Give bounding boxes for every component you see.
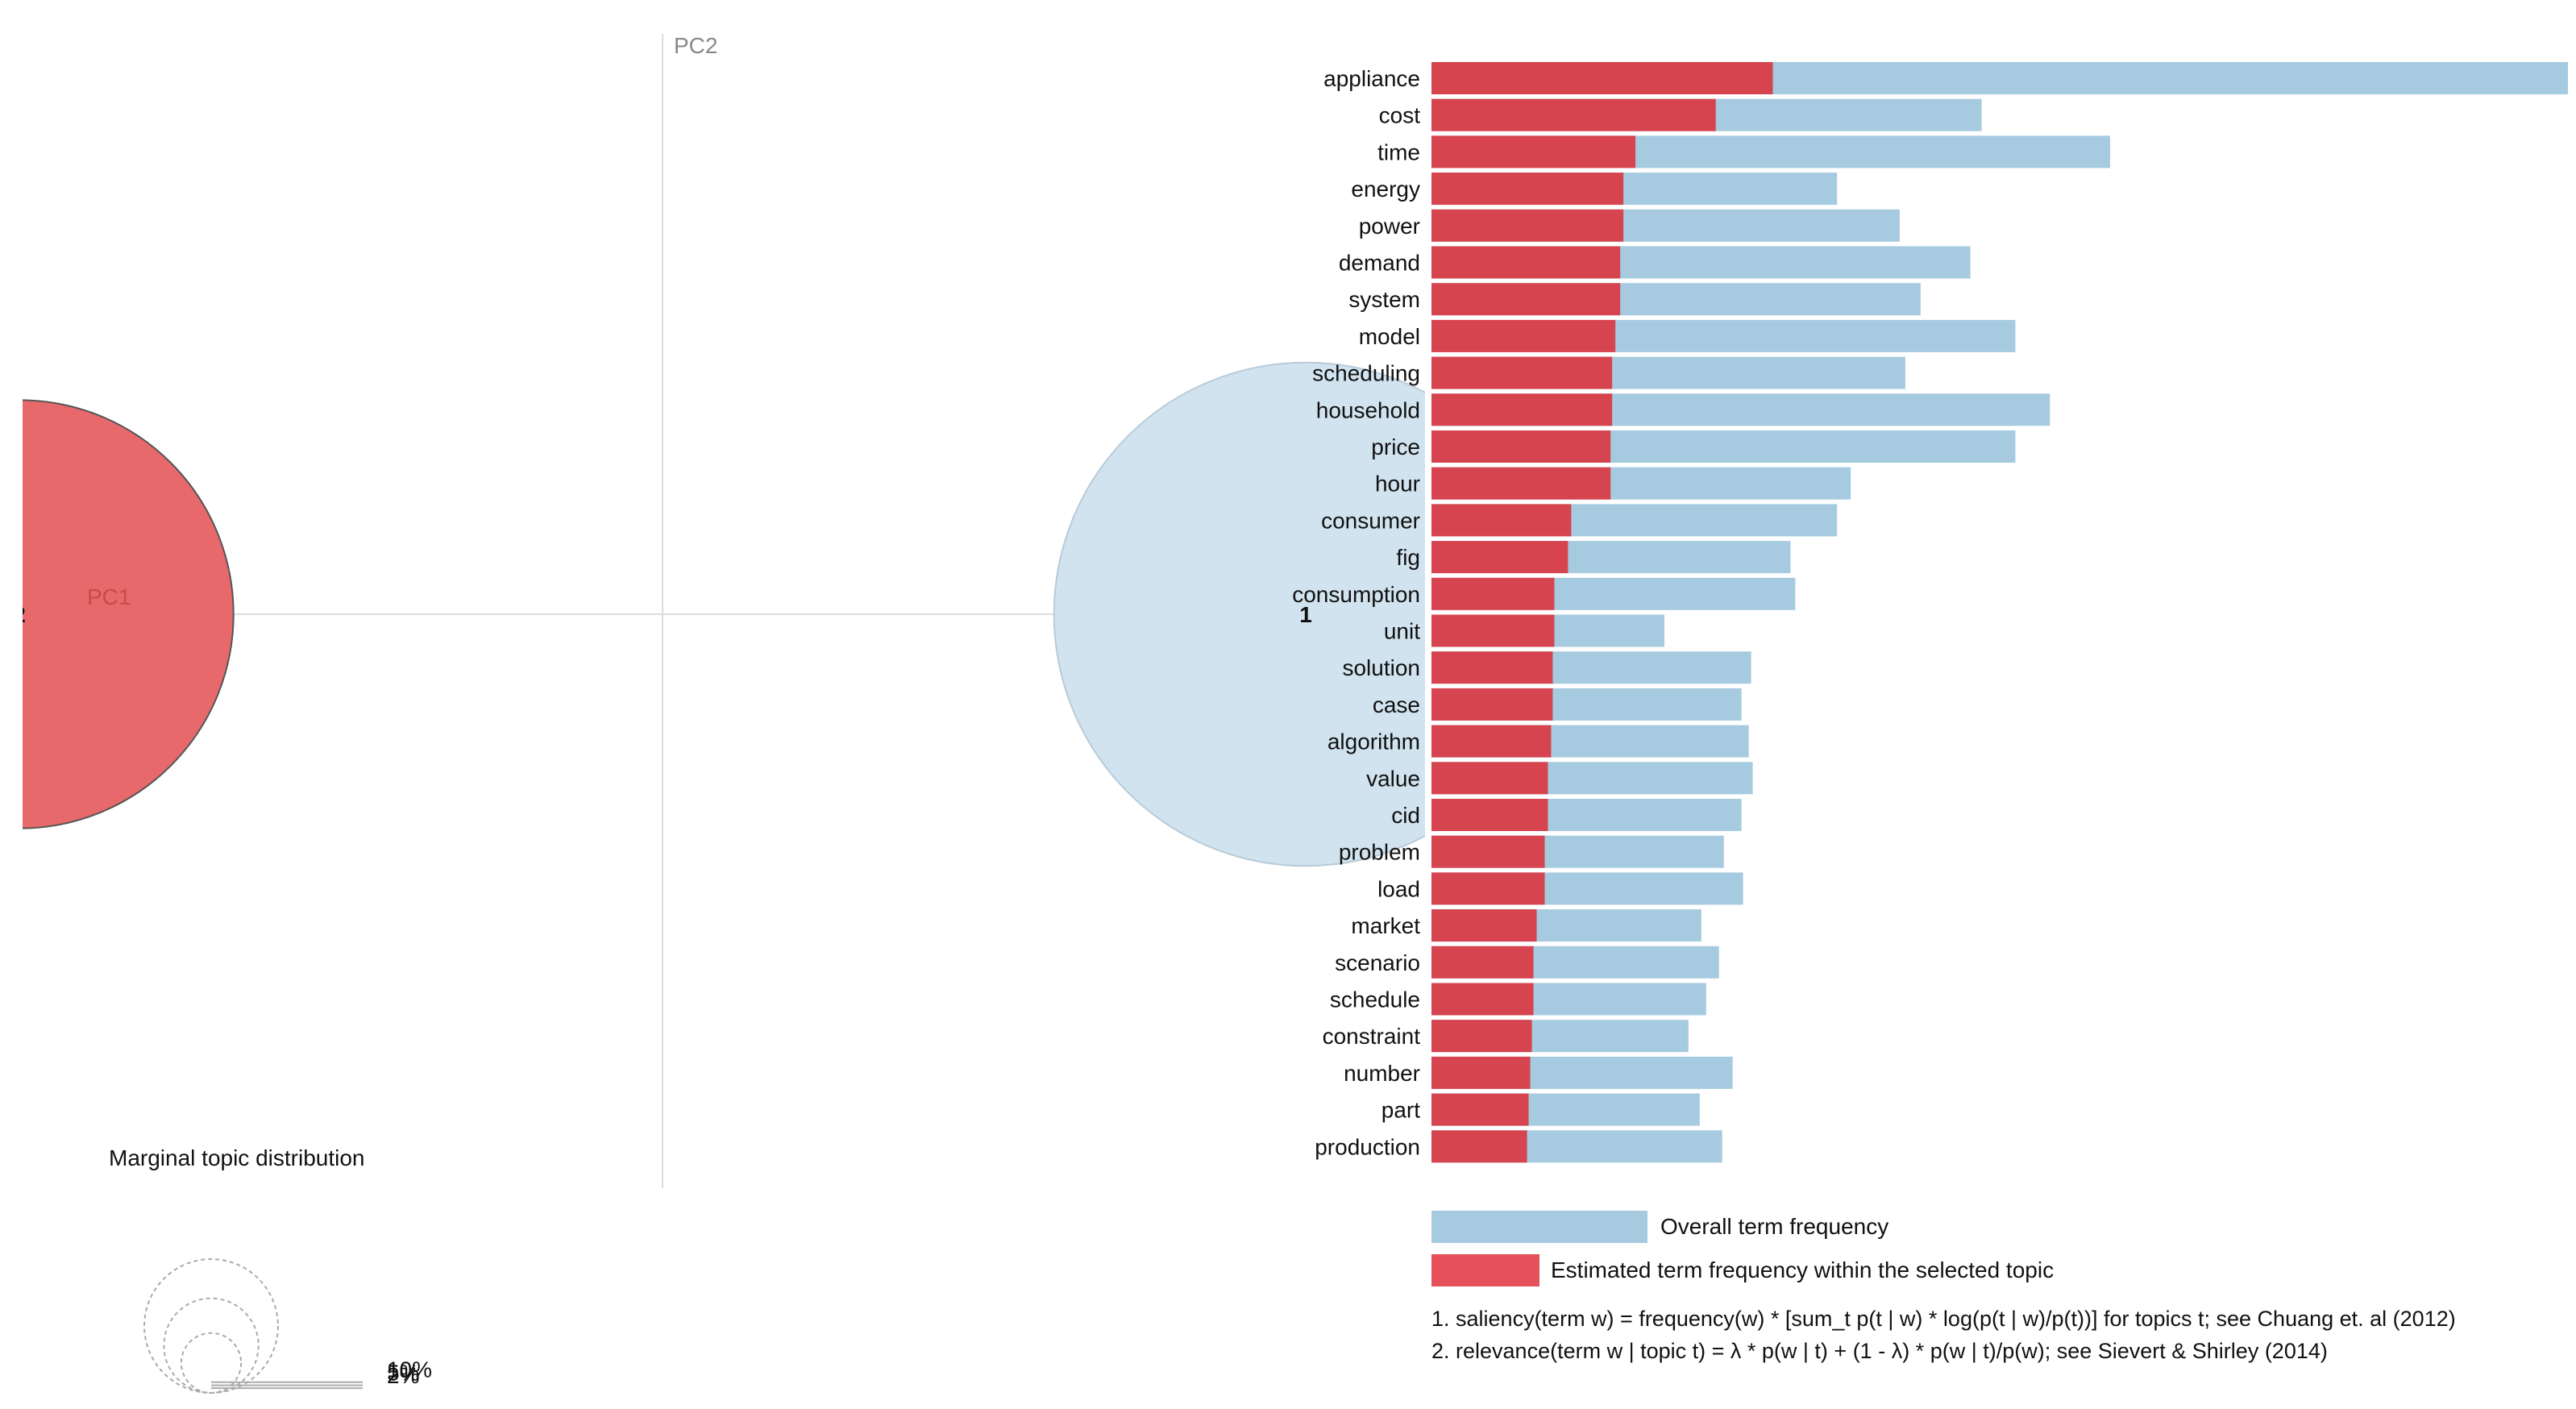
bar-topic-consumer[interactable] [1431,504,1572,537]
term-label-time[interactable]: time [1377,139,1420,164]
size-legend-label-2: 2% [387,1363,419,1388]
intertopic-distance-map: 1 2 PC1 PC2 [0,33,1557,1188]
bar-topic-scenario[interactable] [1431,946,1534,979]
term-label-value[interactable]: value [1366,766,1420,791]
footnotes: 1. saliency(term w) = frequency(w) * [su… [1431,1307,2456,1363]
bar-topic-demand[interactable] [1431,246,1621,279]
bar-topic-price[interactable] [1431,430,1611,463]
term-label-constraint[interactable]: constraint [1323,1024,1421,1049]
term-label-scenario[interactable]: scenario [1335,950,1420,975]
term-label-fig[interactable]: fig [1396,545,1420,570]
term-bar-chart [1431,62,2568,1163]
term-label-number[interactable]: number [1344,1061,1420,1086]
pc2-axis-label: PC2 [674,33,717,58]
bar-topic-cid[interactable] [1431,799,1548,831]
bar-topic-household[interactable] [1431,393,1613,426]
bar-topic-constraint[interactable] [1431,1020,1532,1053]
legend-swatch-overall [1431,1211,1647,1243]
bar-topic-system[interactable] [1431,283,1621,316]
bar-topic-consumption[interactable] [1431,577,1555,610]
term-label-price[interactable]: price [1371,434,1420,459]
size-legend-label-5: 5% [387,1361,419,1386]
pc1-axis-label: PC1 [87,584,131,609]
size-legend-circle-2 [180,1332,243,1394]
term-label-problem[interactable]: problem [1339,840,1420,865]
footnote-relevance: 2. relevance(term w | topic t) = λ * p(w… [1431,1339,2328,1363]
bar-topic-time[interactable] [1431,135,1636,168]
bar-topic-model[interactable] [1431,319,1616,352]
topic-label-2: 2 [13,602,26,627]
bar-topic-case[interactable] [1431,688,1553,721]
bar-topic-algorithm[interactable] [1431,725,1552,758]
term-label-scheduling[interactable]: scheduling [1312,361,1420,386]
term-labels: appliance cost time energy power demand system… [1292,66,1420,1159]
topic-label-1: 1 [1299,602,1312,627]
term-label-household[interactable]: household [1316,397,1420,422]
term-label-algorithm[interactable]: algorithm [1327,729,1420,754]
bar-topic-part[interactable] [1431,1093,1529,1126]
size-legend-circle-5 [163,1297,260,1394]
term-label-model[interactable]: model [1359,324,1420,349]
term-label-appliance[interactable]: appliance [1323,66,1420,91]
term-label-consumption[interactable]: consumption [1292,582,1420,607]
term-label-market[interactable]: market [1351,913,1420,938]
bar-topic-appliance[interactable] [1431,62,1773,94]
bar-topic-cost[interactable] [1431,98,1716,131]
legend-label-topic: Estimated term frequency within the sele… [1551,1257,2054,1282]
term-label-energy[interactable]: energy [1351,177,1420,202]
bar-topic-value[interactable] [1431,762,1548,795]
bar-topic-solution[interactable] [1431,651,1553,684]
size-legend-label-10: 10% [387,1357,432,1382]
bar-topic-scheduling[interactable] [1431,356,1613,389]
size-legend-title: Marginal topic distribution [109,1145,365,1170]
bar-topic-power[interactable] [1431,209,1624,242]
legend-swatch-topic [1431,1254,1539,1286]
footnote-saliency: 1. saliency(term w) = frequency(w) * [su… [1431,1307,2456,1331]
bar-topic-hour[interactable] [1431,467,1611,500]
term-label-hour[interactable]: hour [1375,472,1420,497]
bar-legend: Overall term frequency Estimated term fr… [1431,1211,2054,1286]
term-label-consumer[interactable]: consumer [1321,508,1420,533]
bar-topic-number[interactable] [1431,1056,1531,1089]
term-label-unit[interactable]: unit [1384,619,1420,644]
size-legend-circle-10 [143,1258,279,1394]
term-label-solution[interactable]: solution [1342,655,1420,680]
term-label-load[interactable]: load [1377,876,1420,901]
legend-label-overall: Overall term frequency [1660,1214,1888,1239]
term-label-production[interactable]: production [1315,1134,1420,1159]
bar-topic-energy[interactable] [1431,172,1624,206]
bar-topic-unit[interactable] [1431,614,1555,647]
term-label-case[interactable]: case [1373,692,1420,717]
term-label-cid[interactable]: cid [1391,803,1420,828]
bar-topic-fig[interactable] [1431,541,1568,574]
term-label-cost[interactable]: cost [1379,103,1421,128]
term-label-schedule[interactable]: schedule [1330,987,1420,1012]
marginal-topic-distribution-legend: Marginal topic distribution 2%5%10% [109,1145,432,1394]
term-label-demand[interactable]: demand [1339,251,1420,276]
bar-topic-problem[interactable] [1431,835,1545,868]
term-label-part[interactable]: part [1381,1098,1420,1123]
bar-topic-market[interactable] [1431,909,1537,942]
bar-topic-load[interactable] [1431,872,1545,905]
topic-circle-1[interactable] [1053,361,1557,867]
term-label-system[interactable]: system [1348,287,1420,312]
bar-topic-schedule[interactable] [1431,983,1534,1016]
topic-circle-2[interactable] [0,399,235,829]
bar-topic-production[interactable] [1431,1130,1527,1163]
term-label-power[interactable]: power [1359,214,1420,239]
